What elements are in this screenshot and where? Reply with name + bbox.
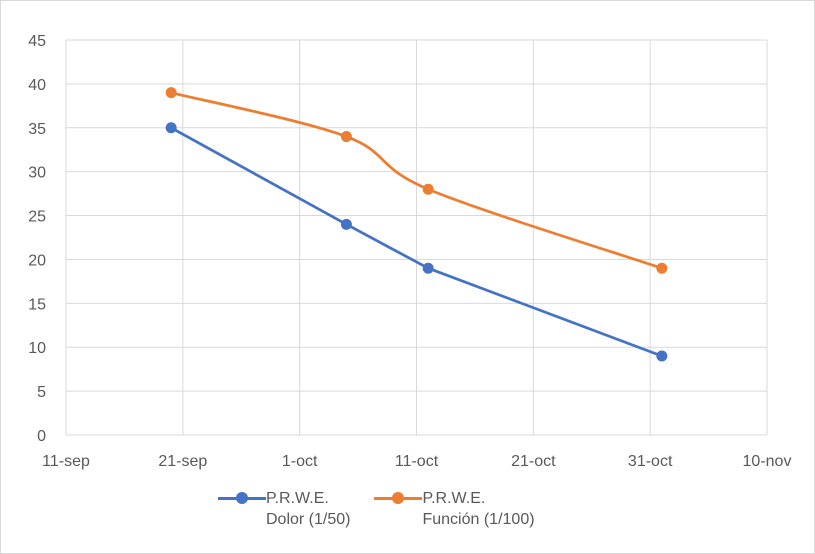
y-tick-label: 20 xyxy=(28,252,46,269)
y-tick-label: 40 xyxy=(28,77,46,94)
data-point-0 xyxy=(422,262,434,274)
x-tick-label: 10-nov xyxy=(743,453,792,470)
x-tick-label: 11-oct xyxy=(395,453,439,470)
legend-marker-dolor xyxy=(218,488,266,508)
legend-label-dolor-line1: P.R.W.E. xyxy=(266,490,329,507)
x-tick-label: 1-oct xyxy=(282,453,318,470)
legend: P.R.W.E. Dolor (1/50) P.R.W.E. Función (… xyxy=(218,488,535,530)
data-point-1 xyxy=(656,262,668,274)
data-point-1 xyxy=(165,87,177,99)
legend-label-dolor: P.R.W.E. Dolor (1/50) xyxy=(266,488,350,530)
y-tick-label: 5 xyxy=(37,384,46,401)
x-tick-label: 21-sep xyxy=(158,453,207,470)
data-point-0 xyxy=(165,122,177,134)
y-tick-label: 30 xyxy=(28,165,46,182)
data-point-0 xyxy=(656,350,668,362)
x-tick-label: 21-oct xyxy=(511,453,556,470)
x-tick-label: 31-oct xyxy=(628,453,673,470)
legend-label-funcion: P.R.W.E. Función (1/100) xyxy=(422,488,534,530)
y-tick-label: 25 xyxy=(28,209,46,226)
y-tick-label: 45 xyxy=(28,33,46,50)
legend-item-dolor: P.R.W.E. Dolor (1/50) xyxy=(218,488,350,530)
y-tick-label: 10 xyxy=(28,340,46,357)
series-line-1 xyxy=(170,91,663,270)
legend-marker-funcion xyxy=(374,488,423,508)
data-point-0 xyxy=(340,218,352,230)
legend-label-funcion-line2: Función (1/100) xyxy=(422,511,535,528)
x-tick-label: 11-sep xyxy=(42,453,90,470)
legend-label-dolor-line2: Dolor (1/50) xyxy=(266,511,351,528)
series-line-0 xyxy=(170,126,663,358)
legend-item-funcion: P.R.W.E. Función (1/100) xyxy=(374,488,535,530)
legend-label-funcion-line1: P.R.W.E. xyxy=(422,490,486,507)
data-point-1 xyxy=(422,183,434,195)
y-tick-label: 15 xyxy=(28,296,46,313)
data-point-1 xyxy=(340,131,352,143)
y-tick-label: 0 xyxy=(37,428,46,445)
y-tick-label: 35 xyxy=(28,121,46,138)
